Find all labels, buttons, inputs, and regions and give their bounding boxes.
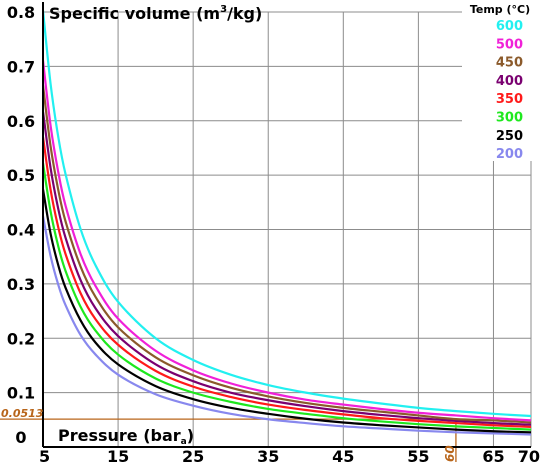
y-tick-label-0.7: 0.7	[7, 57, 35, 76]
y-tick-label-0.2: 0.2	[7, 329, 35, 348]
series-line-200	[43, 215, 531, 436]
series-line-600	[43, 10, 531, 418]
legend-entry-400: 400	[496, 74, 523, 89]
y-tick-label-0.6: 0.6	[7, 112, 35, 131]
axes	[42, 2, 531, 448]
x-tick-label-5: 5	[39, 447, 50, 465]
legend-entry-350: 350	[496, 92, 523, 107]
x-tick-labels: 5 15 25 35 45 55 65 70	[39, 447, 540, 465]
x-axis-label: Pressure (bara)	[58, 426, 194, 447]
chart-title: Specific volume (m3/kg)	[49, 4, 262, 23]
x-tick-label-35: 35	[257, 447, 279, 465]
series-line-400	[43, 111, 531, 426]
y-tick-label-0.3: 0.3	[7, 275, 35, 294]
title-sup: 3	[220, 4, 227, 15]
x-label-sub: a	[181, 437, 187, 447]
legend-entry-200: 200	[496, 147, 523, 162]
annotation-labels: 0.0513 60	[1, 407, 457, 462]
legend-entry-250: 250	[496, 129, 523, 144]
x-label-close: )	[187, 426, 194, 445]
x-tick-label-65: 65	[482, 447, 504, 465]
annotation-x-label: 60	[443, 445, 457, 462]
legend-entry-450: 450	[496, 56, 523, 71]
x-label-main: Pressure (bar	[58, 426, 181, 445]
x-tick-label-45: 45	[332, 447, 354, 465]
title-tail: /kg)	[227, 4, 262, 23]
series-line-300	[43, 162, 531, 431]
series-line-450	[43, 85, 531, 424]
y-tick-label-0.5: 0.5	[7, 166, 35, 185]
y-tick-label-0.4: 0.4	[7, 221, 35, 240]
series-line-250	[43, 189, 531, 434]
legend-background	[462, 1, 540, 161]
title-main: Specific volume (m	[49, 4, 220, 23]
y-tick-labels: 0 0.1 0.2 0.3 0.4 0.5 0.6 0.7 0.8	[7, 3, 35, 447]
x-tick-label-25: 25	[182, 447, 204, 465]
annotation-y-label: 0.0513	[1, 407, 44, 420]
legend-entry-300: 300	[496, 111, 523, 126]
y-tick-label-0.1: 0.1	[7, 384, 35, 403]
x-tick-label-70: 70	[518, 447, 540, 465]
series-lines	[43, 10, 531, 436]
legend-title: Temp (°C)	[470, 3, 530, 16]
legend-entry-500: 500	[496, 37, 523, 52]
y-tick-label-0: 0	[15, 428, 26, 447]
grid	[42, 11, 532, 448]
series-line-500	[43, 60, 531, 422]
series-line-350	[43, 136, 531, 428]
x-tick-label-55: 55	[407, 447, 429, 465]
x-tick-label-15: 15	[107, 447, 129, 465]
legend: Temp (°C) 600 500 450 400 350 300 250 200	[462, 1, 540, 162]
legend-entry-600: 600	[496, 19, 523, 34]
y-tick-label-0.8: 0.8	[7, 3, 35, 22]
